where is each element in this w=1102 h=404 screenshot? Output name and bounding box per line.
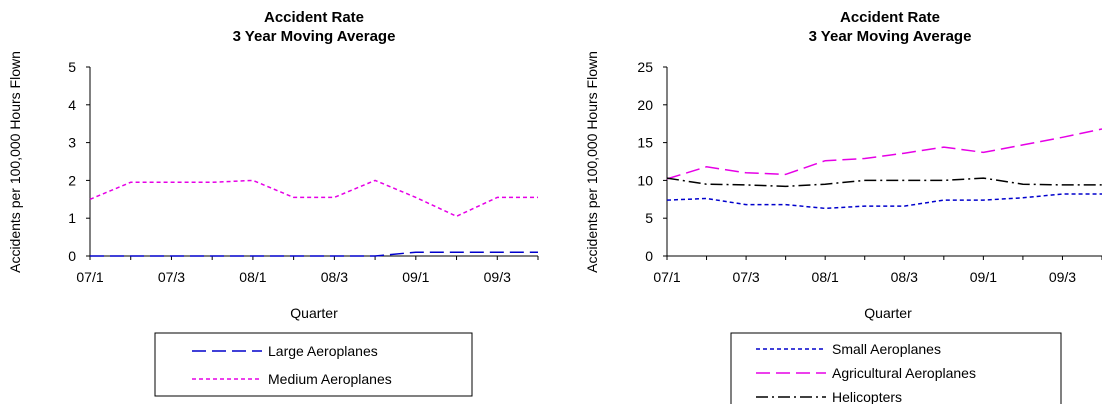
chart-right-y-tick-label: 10 bbox=[637, 172, 653, 188]
chart-right-y-tick-label: 0 bbox=[645, 248, 653, 264]
chart-left-x-tick-label: 07/3 bbox=[158, 269, 185, 285]
chart-left-y-tick-label: 4 bbox=[68, 97, 76, 113]
series-line-large-aeroplanes bbox=[90, 251, 538, 257]
chart-left-y-tick-label: 1 bbox=[68, 210, 76, 226]
chart-left-x-tick-label: 08/3 bbox=[321, 269, 348, 285]
chart-left-series bbox=[89, 179, 538, 257]
legend-label-large-aeroplanes: Large Aeroplanes bbox=[268, 343, 378, 359]
chart-left-title-line-1: Accident Rate bbox=[264, 9, 364, 26]
series-line-medium-aeroplanes bbox=[89, 179, 538, 218]
chart-right-x-tick-label: 08/3 bbox=[891, 269, 918, 285]
chart-right-legend-box bbox=[730, 332, 1062, 404]
chart-right-xlabel: Quarter bbox=[864, 305, 912, 321]
chart-left-legend-box bbox=[154, 332, 473, 397]
chart-right-axes: 0 5 10 15 20 25 07/1 07/3 08/1 08/3 09/1 09/3 bbox=[637, 59, 1102, 285]
series-line-agricultural-aeroplanes bbox=[666, 128, 1102, 180]
chart-left-ylabel: Accidents per 100,000 Hours Flown bbox=[7, 51, 23, 273]
chart-left-x-tick-label: 08/1 bbox=[239, 269, 266, 285]
chart-right-x-tick-label: 07/1 bbox=[653, 269, 680, 285]
chart-right-x-tick-label: 09/1 bbox=[970, 269, 997, 285]
chart-left-y-tick-label: 5 bbox=[68, 59, 76, 75]
chart-left-legend: Large Aeroplanes Medium Aeroplanes bbox=[154, 332, 473, 397]
chart-right-x-tick-label: 08/1 bbox=[812, 269, 839, 285]
chart-right-y-tick-label: 20 bbox=[637, 97, 653, 113]
chart-left-x-tick-label: 09/3 bbox=[484, 269, 511, 285]
chart-right-title-line-1: Accident Rate bbox=[840, 9, 940, 26]
chart-left-axes: 0 1 2 3 4 5 07/1 07/3 08/1 08/3 09/1 09/3 bbox=[68, 59, 539, 285]
chart-left-x-tick-label: 07/1 bbox=[76, 269, 103, 285]
chart-left-y-tick-label: 0 bbox=[68, 248, 76, 264]
chart-left-y-tick-label: 2 bbox=[68, 172, 76, 188]
chart-right-title-line-2: 3 Year Moving Average bbox=[809, 28, 972, 45]
series-line-small-aeroplanes bbox=[666, 193, 1102, 210]
legend-label-medium-aeroplanes: Medium Aeroplanes bbox=[268, 371, 392, 387]
chart-right-ylabel: Accidents per 100,000 Hours Flown bbox=[584, 51, 600, 273]
chart-left: Accident Rate 3 Year Moving Average Acci… bbox=[7, 9, 539, 397]
chart-right-x-tick-label: 07/3 bbox=[732, 269, 759, 285]
chart-right-legend: Small Aeroplanes Agricultural Aeroplanes H… bbox=[730, 332, 1062, 404]
legend-label-helicopters: Helicopters bbox=[832, 389, 902, 404]
legend-label-agricultural-aeroplanes: Agricultural Aeroplanes bbox=[832, 365, 976, 381]
chart-right: Accident Rate 3 Year Moving Average Acci… bbox=[584, 9, 1102, 404]
chart-right-y-tick-label: 25 bbox=[637, 59, 653, 75]
chart-left-title-line-2: 3 Year Moving Average bbox=[233, 28, 396, 45]
chart-right-y-tick-label: 15 bbox=[637, 135, 653, 151]
chart-right-y-tick-label: 5 bbox=[645, 210, 653, 226]
chart-left-x-tick-label: 09/1 bbox=[402, 269, 429, 285]
chart-left-y-tick-label: 3 bbox=[68, 135, 76, 151]
chart-left-xlabel: Quarter bbox=[290, 305, 338, 321]
series-line-helicopters bbox=[666, 177, 1102, 188]
chart-right-series bbox=[666, 128, 1102, 210]
chart-right-x-tick-label: 09/3 bbox=[1049, 269, 1076, 285]
legend-label-small-aeroplanes: Small Aeroplanes bbox=[832, 341, 941, 357]
